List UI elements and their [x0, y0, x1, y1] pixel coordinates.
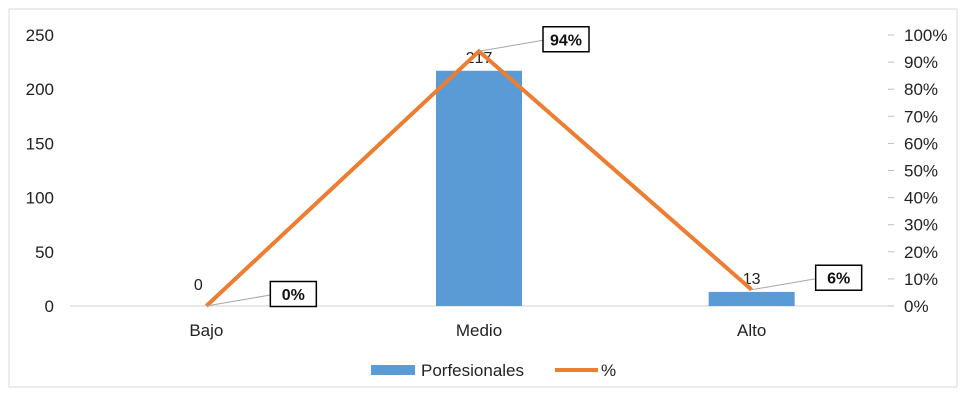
- category-labels: Bajo Medio Alto: [189, 321, 766, 340]
- right-axis-tick-label: 50%: [904, 162, 938, 181]
- category-label: Bajo: [189, 321, 223, 340]
- percent-leader-line: [206, 294, 271, 307]
- bar-series: [436, 70, 795, 306]
- right-axis-tick-label: 10%: [904, 270, 938, 289]
- right-axis-tick-label: 60%: [904, 134, 938, 153]
- left-axis-tick-label: 50: [35, 243, 54, 262]
- legend-label-bar: Porfesionales: [421, 361, 524, 380]
- percent-leader-line: [751, 278, 816, 291]
- percent-label-box: [542, 26, 590, 53]
- bar: [436, 70, 522, 306]
- left-axis-tick-label: 200: [26, 80, 54, 99]
- category-label: Alto: [737, 321, 766, 340]
- right-axis: 0% 10% 20% 30% 40% 50% 60% 70% 80% 90% 100%: [888, 26, 947, 316]
- right-axis-tick-label: 20%: [904, 243, 938, 262]
- right-axis-tick-label: 100%: [904, 26, 947, 45]
- bar-data-label: 0: [194, 277, 203, 294]
- percent-label-box: [814, 264, 863, 291]
- bar-data-label: 217: [466, 50, 493, 67]
- legend-label-line: %: [601, 361, 616, 380]
- bar: [708, 291, 795, 306]
- percent-data-label: 0%: [282, 287, 305, 304]
- right-axis-tick-label: 90%: [904, 53, 938, 72]
- right-axis-tick-label: 70%: [904, 107, 938, 126]
- percent-data-label: 6%: [827, 271, 850, 288]
- legend: Porfesionales %: [371, 361, 616, 380]
- left-axis: 0 50 100 150 200 250: [26, 26, 54, 316]
- right-axis-tick-label: 0%: [904, 297, 929, 316]
- category-label: Medio: [456, 321, 502, 340]
- percent-label-box: [269, 280, 318, 308]
- right-axis-tick-label: 40%: [904, 189, 938, 208]
- legend-swatch-bar: [371, 365, 415, 375]
- percent-leader-line: [478, 39, 544, 52]
- right-axis-tick-label: 30%: [904, 216, 938, 235]
- right-axis-tick-label: 80%: [904, 80, 938, 99]
- percent-data-label: 94%: [550, 32, 582, 49]
- percent-data-labels: 0% 94% 6%: [206, 26, 863, 308]
- left-axis-tick-label: 250: [26, 26, 54, 45]
- left-axis-tick-label: 150: [26, 134, 54, 153]
- left-axis-tick-label: 100: [26, 189, 54, 208]
- left-axis-tick-label: 0: [45, 297, 54, 316]
